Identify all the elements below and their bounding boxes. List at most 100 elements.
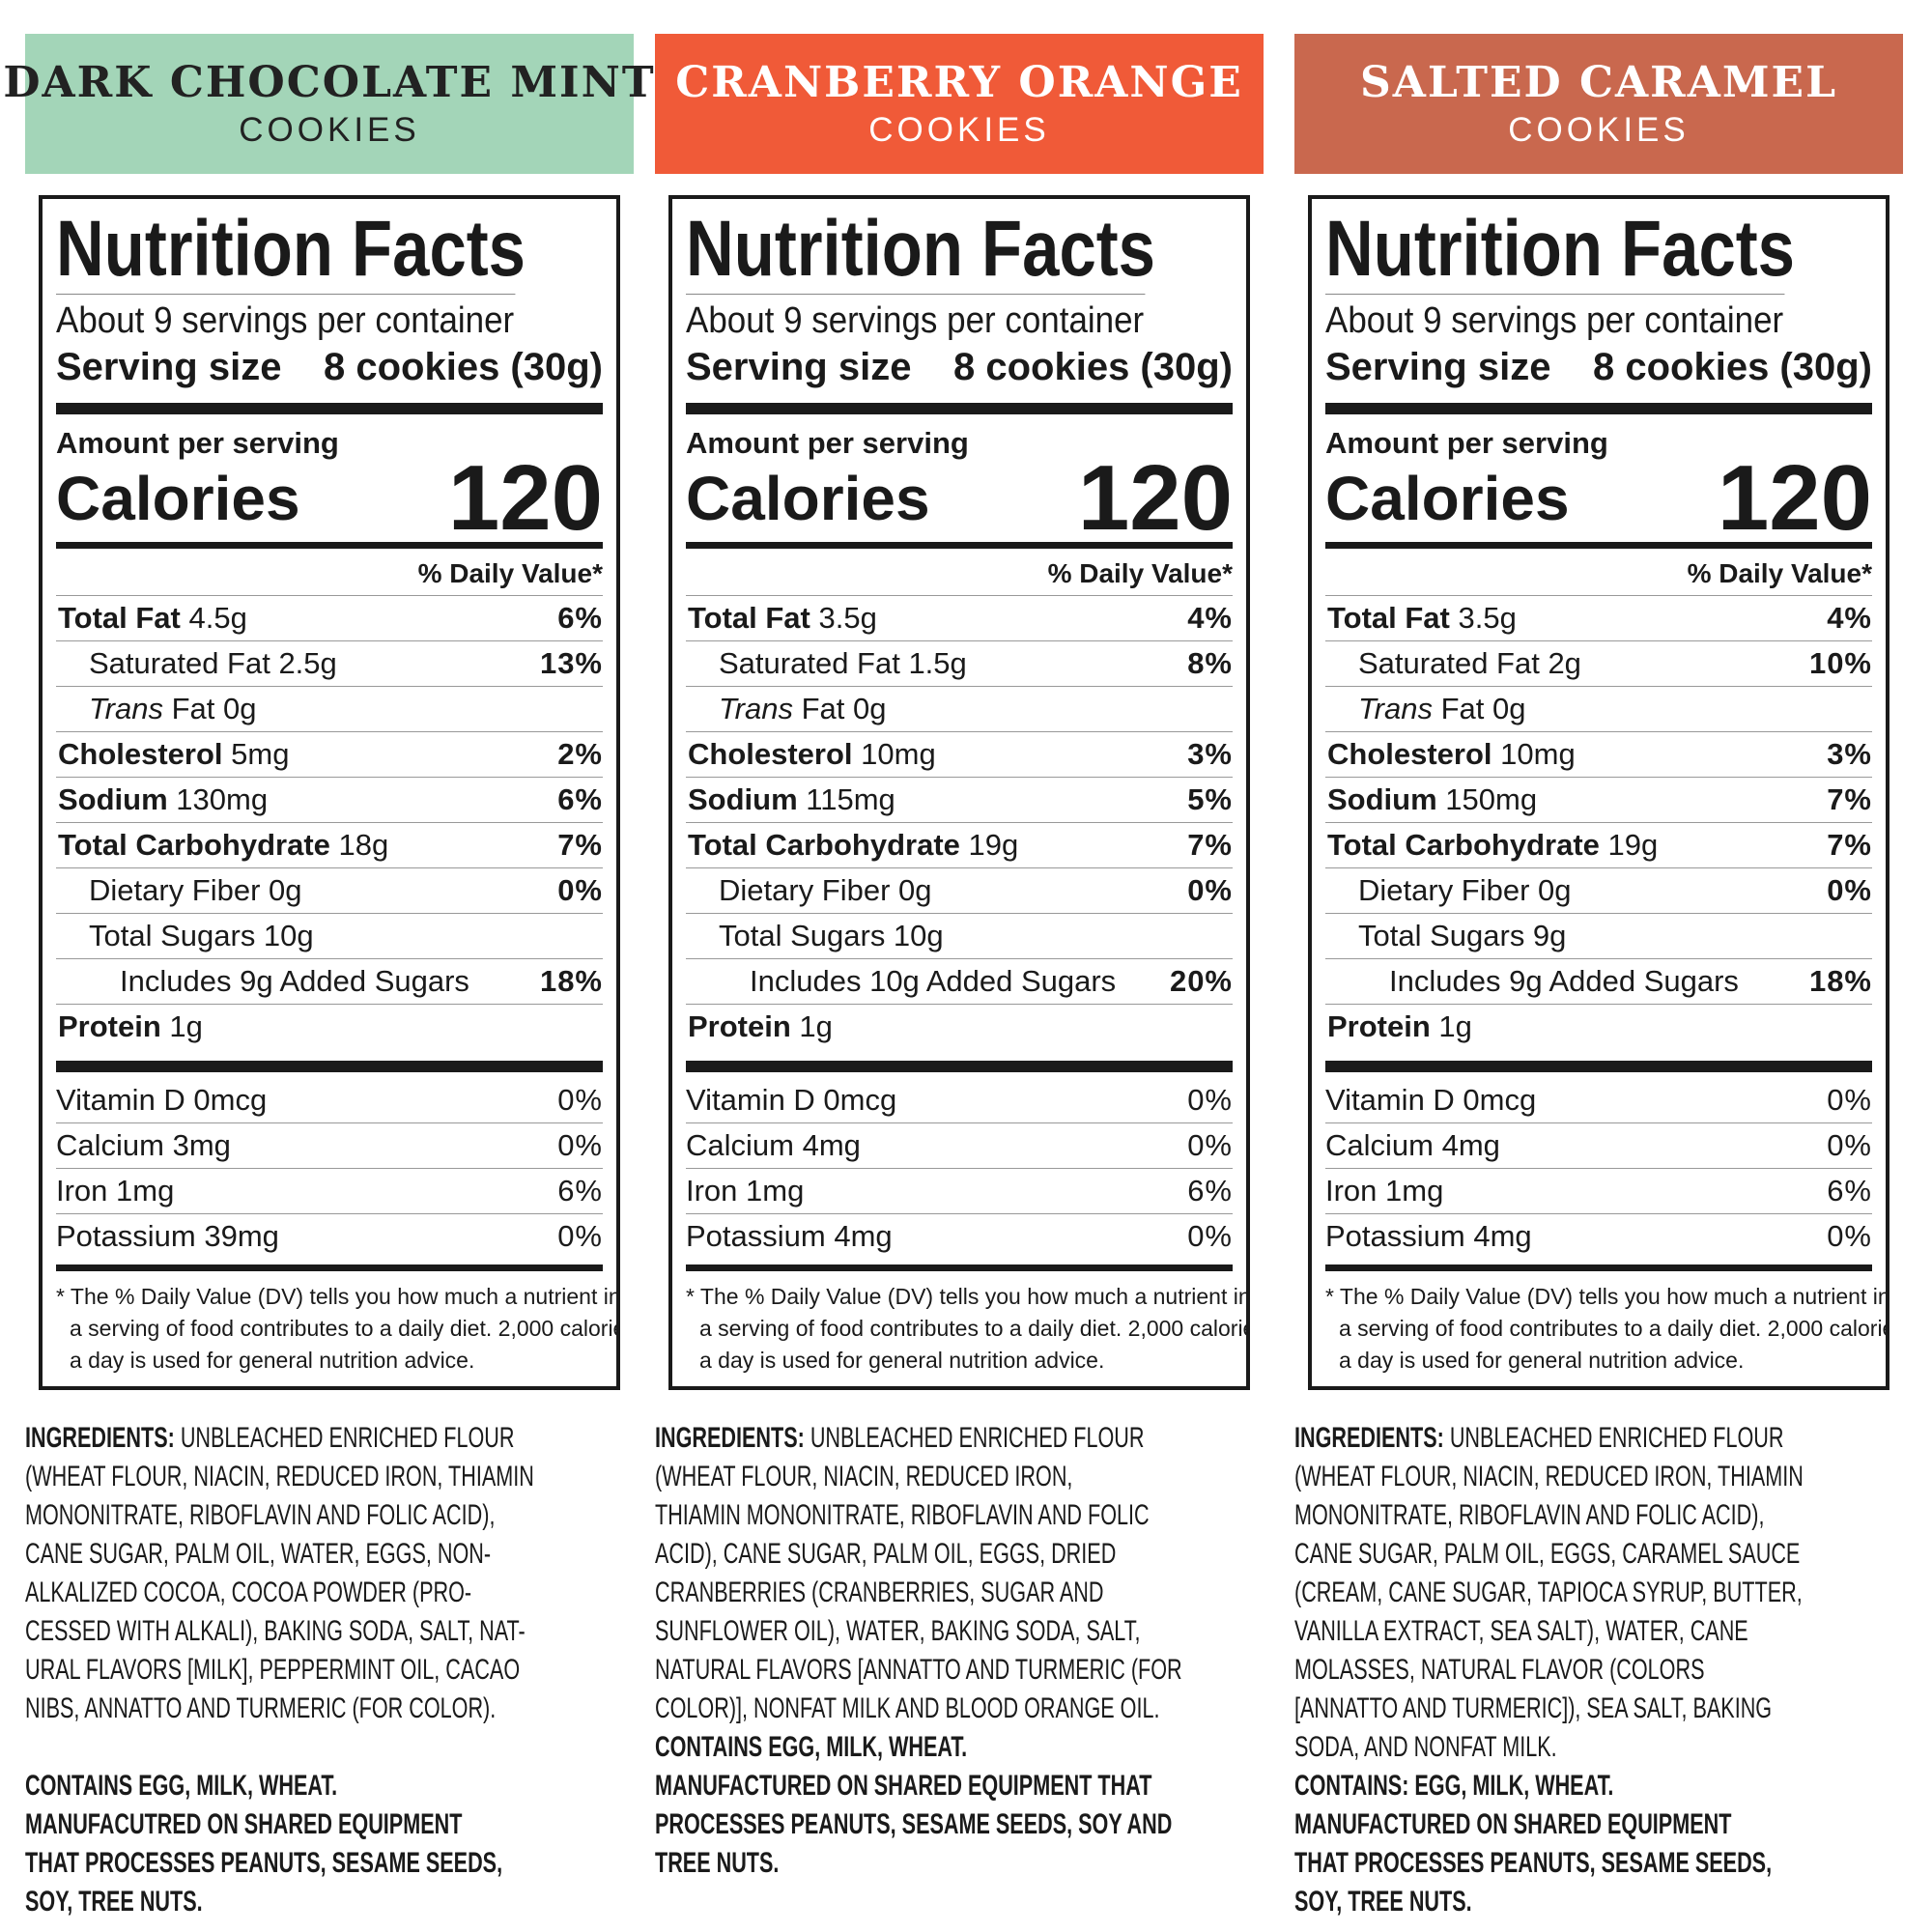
nutrient-amount: 3.5g (818, 601, 877, 635)
ingredient-text: CESSED WITH ALKALI), BAKING SODA, SALT, … (25, 1615, 526, 1647)
nutrient-row: Total Fat 3.5g 4% (1325, 595, 1872, 640)
nutrient-row: Saturated Fat 2g 10% (1325, 640, 1872, 686)
nutrient-name: Dietary Fiber 0g (719, 873, 932, 907)
nutrient-row: Includes 9g Added Sugars 18% (1325, 958, 1872, 1004)
calories-label: Calories (686, 464, 930, 533)
daily-value: 10% (1808, 646, 1872, 680)
product-kind: COOKIES (868, 111, 1050, 149)
allergen-line: TREE NUTS. (655, 1847, 780, 1879)
product-column: SALTED CARAMEL COOKIES Nutrition Facts Abou… (1294, 34, 1903, 1921)
ingredient-text: CRANBERRIES (CRANBERRIES, SUGAR AND (655, 1577, 1104, 1608)
nutrient-name: Dietary Fiber 0g (1358, 873, 1572, 907)
ingredient-line: (WHEAT FLOUR, NIACIN, REDUCED IRON, THIA… (25, 1458, 534, 1496)
product-column: DARK CHOCOLATE MINT COOKIES Nutrition Fact… (3, 34, 654, 1921)
nutrient-amount: 19g (1607, 828, 1659, 862)
panel-title: Nutrition Facts (1325, 205, 1796, 295)
amount-label: Amount per serving (56, 426, 339, 460)
nutrient-label: Protein 1g (56, 1009, 203, 1044)
nutrient-row: Cholesterol 10mg 3% (1325, 731, 1872, 777)
ingredient-text: NIBS, ANNATTO AND TURMERIC (FOR COLOR). (25, 1692, 497, 1724)
product-kind: COOKIES (1508, 111, 1690, 149)
ingredient-line: CESSED WITH ALKALI), BAKING SODA, SALT, … (25, 1612, 526, 1651)
vitamin-dv: 6% (557, 1174, 603, 1208)
serving-value: 8 cookies (30g) (952, 346, 1233, 388)
servings: About 9 servings per container (56, 300, 515, 341)
ingredient-line: (CREAM, CANE SUGAR, TAPIOCA SYRUP, BUTTE… (1294, 1574, 1803, 1612)
nutrient-row: Trans Fat 0g (56, 686, 603, 731)
daily-value: 3% (1187, 737, 1233, 771)
vitamin-label: Potassium 39mg (56, 1219, 279, 1253)
daily-value: 2% (557, 737, 603, 771)
ingredients: INGREDIENTS: UNBLEACHED ENRICHED FLOUR (W… (25, 1419, 634, 1921)
nutrient-label: Total Sugars 10g (686, 919, 944, 953)
nutrient-name: Saturated Fat 2.5g (89, 646, 337, 680)
nutrient-name: Sodium (58, 782, 168, 816)
nutrient-row: Total Sugars 10g (686, 913, 1233, 958)
nutrient-label: Total Carbohydrate 19g (1325, 828, 1658, 863)
footnote: * The % Daily Value (DV) tells you how m… (56, 1264, 616, 1377)
ingredient-text: UNBLEACHED ENRICHED FLOUR (180, 1422, 515, 1454)
product-kind: COOKIES (239, 111, 420, 149)
ingredient-line: (WHEAT FLOUR, NIACIN, REDUCED IRON, THIA… (1294, 1458, 1804, 1496)
vitamin-row: Vitamin D 0mcg 0% (56, 1078, 603, 1122)
nutrition-panel: Nutrition Facts About 9 servings per cont… (668, 195, 1250, 1390)
ingredient-line: MOLASSES, NATURAL FLAVOR (COLORS (1294, 1651, 1733, 1690)
vitamin-label: Vitamin D 0mcg (56, 1083, 268, 1117)
nutrient-list: Total Fat 3.5g 4% Saturated Fat 1.5g 8% Tran… (686, 595, 1233, 1049)
ingredients-label: INGREDIENTS: (25, 1422, 175, 1454)
nutrient-label-italic: Trans (719, 692, 793, 725)
ingredient-line: ALKALIZED COCOA, COCOA POWDER (PRO- (25, 1574, 471, 1612)
nutrient-row: Trans Fat 0g (1325, 686, 1872, 731)
ingredient-text: SODA, AND NONFAT MILK. (1294, 1731, 1557, 1763)
daily-value: 7% (557, 828, 603, 862)
vitamin-dv: 0% (557, 1219, 603, 1253)
calories-value: 120 (1717, 446, 1872, 550)
daily-value: 4% (1827, 601, 1872, 635)
vitamin-dv: 6% (1187, 1174, 1233, 1208)
nutrient-name: Total Carbohydrate (688, 828, 960, 862)
nutrient-name: Includes 9g Added Sugars (1389, 964, 1739, 998)
nutrient-label: Protein 1g (1325, 1009, 1472, 1044)
ingredient-line: NATURAL FLAVORS [ANNATTO AND TURMERIC (F… (655, 1651, 1182, 1690)
allergen-line: MANUFACTURED ON SHARED EQUIPMENT (1294, 1808, 1732, 1840)
serving-value: 8 cookies (30g) (1592, 346, 1872, 388)
nutrient-name: Fat 0g (171, 692, 257, 725)
nutrient-amount: 150mg (1445, 782, 1538, 816)
vitamin-dv: 0% (1187, 1083, 1233, 1117)
footnote: * The % Daily Value (DV) tells you how m… (1325, 1264, 1889, 1377)
footnote-line: a day is used for general nutrition advi… (1339, 1348, 1745, 1373)
nutrient-list: Total Fat 3.5g 4% Saturated Fat 2g 10% Trans… (1325, 595, 1872, 1049)
vitamin-row: Calcium 4mg 0% (686, 1122, 1233, 1168)
nutrient-label: Trans Fat 0g (686, 692, 886, 726)
ingredient-text: THIAMIN MONONITRATE, RIBOFLAVIN AND FOLI… (655, 1499, 1150, 1531)
servings: About 9 servings per container (686, 300, 1145, 341)
vitamin-dv: 0% (557, 1128, 603, 1162)
nutrition-panel: Nutrition Facts About 9 servings per cont… (39, 195, 620, 1390)
nutrient-amount: 10mg (861, 737, 936, 771)
allergen-line: MANUFACUTRED ON SHARED EQUIPMENT (25, 1808, 463, 1840)
ingredients: INGREDIENTS: UNBLEACHED ENRICHED FLOUR (W… (1294, 1419, 1903, 1921)
nutrient-label: Sodium 115mg (686, 782, 895, 817)
allergen-line: CONTAINS: EGG, MILK, WHEAT. (1294, 1770, 1614, 1802)
vitamin-row: Vitamin D 0mcg 0% (1325, 1078, 1872, 1122)
footnote-line: * The % Daily Value (DV) tells you how m… (1325, 1284, 1889, 1309)
calories-label: Calories (56, 464, 300, 533)
ingredient-line: NIBS, ANNATTO AND TURMERIC (FOR COLOR). (25, 1690, 496, 1728)
footnote-line: a serving of food contributes to a daily… (1339, 1316, 1889, 1341)
nutrient-row: Dietary Fiber 0g 0% (1325, 867, 1872, 913)
ingredient-text: (WHEAT FLOUR, NIACIN, REDUCED IRON, THIA… (1294, 1461, 1804, 1492)
nutrient-row: Total Fat 4.5g 6% (56, 595, 603, 640)
allergen-line: CONTAINS EGG, MILK, WHEAT. (655, 1731, 968, 1763)
ingredients-label: INGREDIENTS: (655, 1422, 805, 1454)
vitamin-list: Vitamin D 0mcg 0% Calcium 4mg 0% Iron 1mg 6% P… (1325, 1061, 1872, 1259)
allergen-line: THAT PROCESSES PEANUTS, SESAME SEEDS, (1294, 1847, 1773, 1879)
daily-value: 6% (557, 782, 603, 816)
nutrient-row: Total Carbohydrate 18g 7% (56, 822, 603, 867)
nutrient-label: Cholesterol 10mg (1325, 737, 1576, 772)
daily-value: 3% (1827, 737, 1872, 771)
nutrient-label: Includes 10g Added Sugars (686, 964, 1116, 999)
nutrient-row: Total Carbohydrate 19g 7% (1325, 822, 1872, 867)
product-name: CRANBERRY ORANGE (675, 58, 1243, 107)
daily-value: 20% (1169, 964, 1233, 998)
